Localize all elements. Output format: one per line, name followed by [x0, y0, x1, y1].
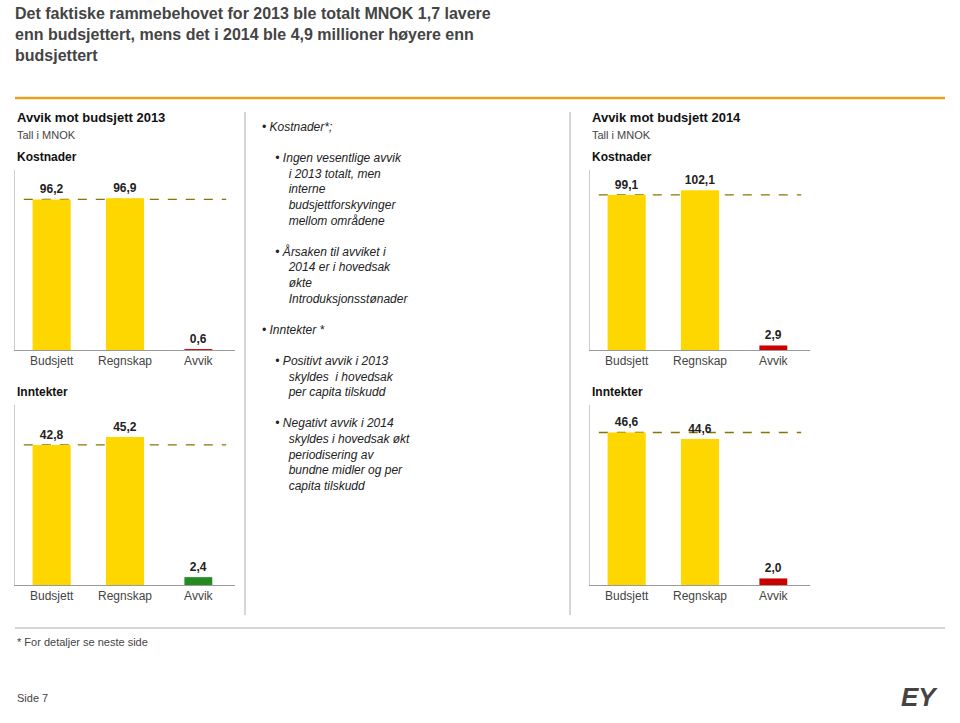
svg-text:Regnskap: Regnskap — [98, 354, 152, 368]
svg-text:Avvik: Avvik — [759, 354, 788, 368]
svg-text:Avvik mot budsjett 2013: Avvik mot budsjett 2013 — [17, 110, 165, 125]
svg-text:96,9: 96,9 — [113, 181, 137, 195]
svg-text:2,4: 2,4 — [190, 560, 207, 574]
svg-text:Avvik mot budsjett 2014: Avvik mot budsjett 2014 — [592, 110, 741, 125]
svg-text:45,2: 45,2 — [113, 420, 137, 434]
svg-text:Regnskap: Regnskap — [673, 589, 727, 603]
svg-text:Kostnader: Kostnader — [17, 150, 77, 164]
svg-text:• Kostnader*; • Ingen vese: • Kostnader*; • Ingen vesentlige avvik i… — [262, 120, 410, 493]
svg-text:Inntekter: Inntekter — [17, 385, 68, 399]
svg-text:99,1: 99,1 — [615, 178, 639, 192]
svg-text:96,2: 96,2 — [40, 182, 64, 196]
svg-text:0,6: 0,6 — [190, 332, 207, 346]
svg-text:Avvik: Avvik — [184, 354, 213, 368]
svg-text:Kostnader: Kostnader — [592, 150, 652, 164]
svg-text:46,6: 46,6 — [615, 415, 639, 429]
svg-text:Avvik: Avvik — [184, 589, 213, 603]
svg-text:Avvik: Avvik — [759, 589, 788, 603]
svg-text:2,0: 2,0 — [765, 561, 782, 575]
svg-text:Regnskap: Regnskap — [98, 589, 152, 603]
svg-text:Budsjett: Budsjett — [605, 589, 649, 603]
svg-text:Regnskap: Regnskap — [673, 354, 727, 368]
svg-text:Det faktiske rammebehovet for: Det faktiske rammebehovet for 2013 ble t… — [15, 5, 491, 64]
svg-text:Budsjett: Budsjett — [30, 589, 74, 603]
svg-text:102,1: 102,1 — [685, 173, 715, 187]
svg-text:44,6: 44,6 — [688, 422, 712, 436]
svg-text:EY: EY — [901, 682, 938, 712]
svg-text:* For detaljer se neste side: * For detaljer se neste side — [17, 636, 148, 648]
svg-text:Budsjett: Budsjett — [30, 354, 74, 368]
svg-text:2,9: 2,9 — [765, 328, 782, 342]
svg-text:42,8: 42,8 — [40, 428, 64, 442]
svg-text:Side 7: Side 7 — [17, 692, 48, 704]
svg-text:Inntekter: Inntekter — [592, 385, 643, 399]
svg-text:Tall i MNOK: Tall i MNOK — [17, 129, 76, 141]
svg-text:Tall i MNOK: Tall i MNOK — [592, 129, 651, 141]
svg-text:Budsjett: Budsjett — [605, 354, 649, 368]
